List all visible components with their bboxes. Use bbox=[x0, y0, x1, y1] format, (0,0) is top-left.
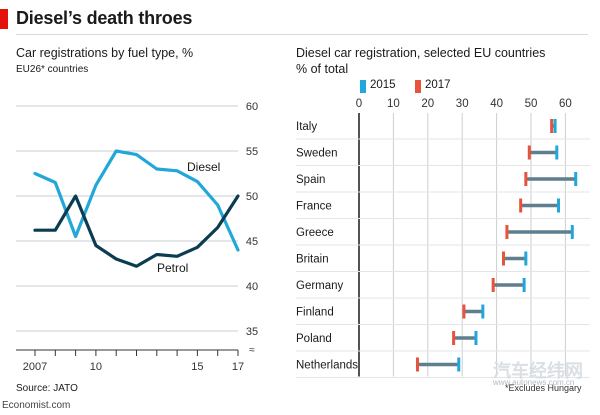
marker-2017 bbox=[452, 331, 456, 345]
country-label: Britain bbox=[296, 254, 329, 266]
country-label: Italy bbox=[296, 121, 317, 133]
legend-label-2015: 2015 bbox=[370, 79, 396, 91]
marker-2017 bbox=[527, 145, 531, 160]
legend-swatch-2015 bbox=[360, 80, 366, 93]
left-x-tick-label: 2007 bbox=[23, 361, 47, 373]
right-x-tick-label: 40 bbox=[490, 98, 503, 110]
marker-2015 bbox=[555, 145, 559, 160]
marker-2017 bbox=[519, 198, 523, 213]
country-label: France bbox=[296, 201, 332, 213]
page-title: Diesel’s death throes bbox=[16, 8, 193, 28]
right-x-tick-label: 60 bbox=[559, 98, 572, 110]
left-chart-title: Car registrations by fuel type, % bbox=[16, 46, 194, 60]
marker-2015 bbox=[570, 225, 574, 239]
left-y-tick-label: 45 bbox=[246, 236, 258, 248]
marker-2015 bbox=[457, 357, 461, 372]
right-x-tick-label: 20 bbox=[421, 98, 434, 110]
marker-2015 bbox=[481, 304, 485, 319]
marker-2017 bbox=[462, 304, 466, 319]
left-y-tick-label: 60 bbox=[246, 101, 258, 113]
left-axis-break: ≈ bbox=[249, 345, 255, 356]
left-y-tick-label: 50 bbox=[246, 191, 258, 203]
footnote: *Excludes Hungary bbox=[505, 383, 582, 393]
marker-2015 bbox=[524, 251, 528, 266]
legend-label-2017: 2017 bbox=[425, 79, 451, 91]
country-label: Greece bbox=[296, 227, 334, 239]
country-label: Sweden bbox=[296, 148, 338, 160]
marker-2017 bbox=[491, 278, 495, 292]
marker-2015 bbox=[522, 278, 526, 292]
marker-2017 bbox=[501, 251, 505, 266]
legend-swatch-2017 bbox=[415, 80, 421, 93]
marker-2017 bbox=[524, 172, 528, 186]
left-y-tick-label: 35 bbox=[246, 326, 258, 338]
series-line-petrol bbox=[33, 194, 240, 268]
country-label: Spain bbox=[296, 174, 325, 186]
left-x-tick-label: 17 bbox=[232, 361, 244, 373]
website-credit: Economist.com bbox=[2, 400, 71, 411]
right-x-tick-label: 10 bbox=[387, 98, 400, 110]
marker-2017 bbox=[505, 225, 509, 239]
marker-2015 bbox=[474, 331, 478, 345]
right-chart-subtitle: % of total bbox=[296, 62, 349, 76]
right-x-tick-label: 0 bbox=[356, 98, 362, 110]
watermark-logo: 汽车经纬网 bbox=[493, 361, 583, 381]
marker-2017 bbox=[415, 357, 419, 372]
series-label-petrol: Petrol bbox=[157, 261, 188, 275]
watermark-url: www.autonews.com.cn bbox=[493, 378, 575, 387]
country-label: Germany bbox=[296, 280, 344, 292]
brand-tag bbox=[0, 9, 8, 29]
series-line-diesel bbox=[33, 149, 240, 252]
marker-2017 bbox=[550, 119, 554, 133]
right-x-tick-label: 30 bbox=[456, 98, 469, 110]
left-x-tick-label: 15 bbox=[191, 361, 203, 373]
country-label: Poland bbox=[296, 333, 332, 345]
source-note: Source: JATO bbox=[16, 383, 78, 394]
right-chart-title: Diesel car registration, selected EU cou… bbox=[296, 46, 546, 60]
series-label-diesel: Diesel bbox=[187, 160, 220, 174]
country-label: Netherlands bbox=[296, 360, 358, 372]
left-chart-subtitle: EU26* countries bbox=[16, 64, 89, 75]
left-y-tick-label: 55 bbox=[246, 146, 258, 158]
marker-2015 bbox=[553, 119, 557, 133]
left-x-tick-label: 10 bbox=[90, 361, 102, 373]
marker-2015 bbox=[557, 198, 561, 213]
left-y-tick-label: 40 bbox=[246, 281, 258, 293]
right-x-tick-label: 50 bbox=[525, 98, 538, 110]
country-label: Finland bbox=[296, 307, 334, 319]
title-rule bbox=[16, 34, 588, 35]
marker-2015 bbox=[574, 172, 578, 186]
